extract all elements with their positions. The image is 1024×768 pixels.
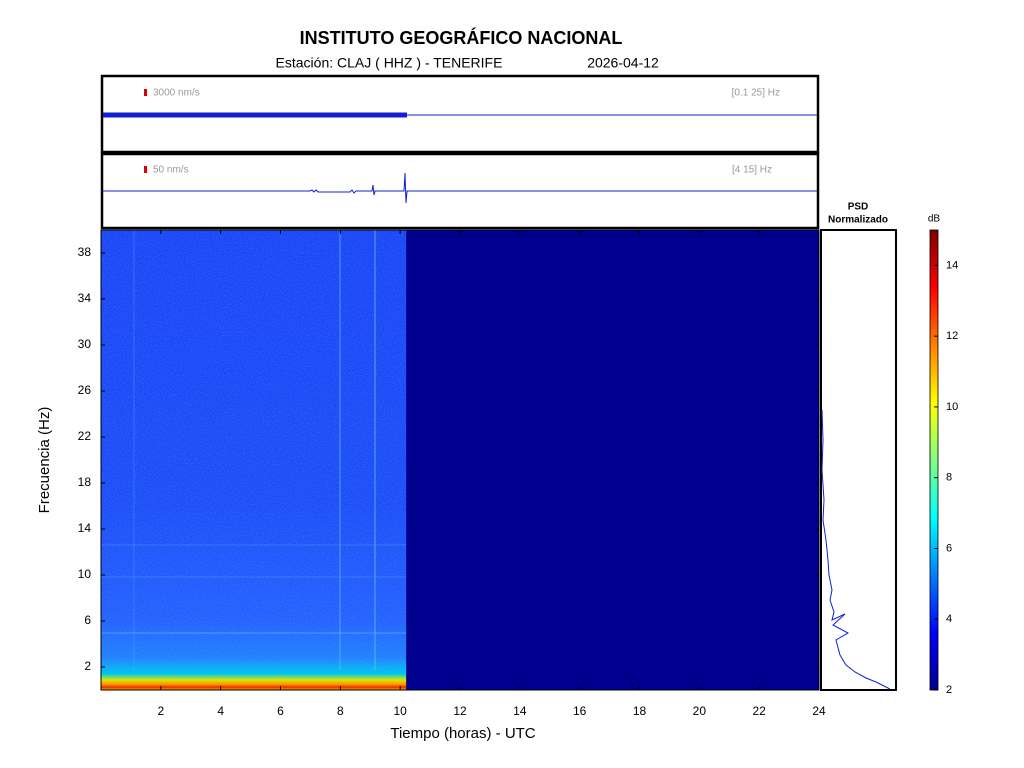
psd-curve xyxy=(821,409,891,690)
x-tick-label: 4 xyxy=(217,704,224,718)
y-tick-label: 14 xyxy=(78,521,92,535)
colorbar xyxy=(929,229,939,691)
trace-scale-label: 3000 nm/s xyxy=(153,88,200,99)
x-tick-label: 18 xyxy=(633,704,647,718)
title: INSTITUTO GEOGRÁFICO NACIONAL xyxy=(300,27,623,48)
y-tick-label: 2 xyxy=(84,659,91,673)
station-label: Estación: CLAJ ( HHZ ) - TENERIFE xyxy=(276,55,503,71)
y-tick-label: 6 xyxy=(84,613,91,627)
y-tick-label: 30 xyxy=(78,337,92,351)
y-tick-label: 22 xyxy=(78,429,92,443)
colorbar-tick-label: 12 xyxy=(946,330,958,342)
scale-bar xyxy=(144,166,147,173)
x-tick-label: 20 xyxy=(693,704,707,718)
x-axis-label: Tiempo (horas) - UTC xyxy=(390,725,535,742)
x-tick-label: 8 xyxy=(337,704,344,718)
trace-scale-label: 50 nm/s xyxy=(153,165,189,176)
y-axis-label: Frecuencia (Hz) xyxy=(36,407,53,514)
trace-line xyxy=(103,172,817,204)
trace-signal xyxy=(103,112,407,118)
y-tick-label: 26 xyxy=(78,383,92,397)
trace-band-label: [4 15] Hz xyxy=(732,165,772,176)
y-tick-label: 34 xyxy=(78,291,92,305)
colorbar-tick-label: 10 xyxy=(946,401,958,413)
x-tick-label: 10 xyxy=(393,704,407,718)
colorbar-tick-label: 8 xyxy=(946,472,952,484)
colorbar-tick-label: 4 xyxy=(946,613,952,625)
spectrogram-texture xyxy=(101,230,407,670)
colorbar-label: dB xyxy=(928,214,941,225)
x-tick-label: 6 xyxy=(277,704,284,718)
psd-subtitle: Normalizado xyxy=(828,215,888,226)
psd-title: PSD xyxy=(848,202,869,213)
y-tick-label: 18 xyxy=(78,475,92,489)
x-tick-label: 22 xyxy=(752,704,766,718)
colorbar-tick-label: 6 xyxy=(946,542,952,554)
x-tick-label: 14 xyxy=(513,704,527,718)
scale-bar xyxy=(144,89,147,96)
colorbar-tick-label: 2 xyxy=(946,684,952,696)
trace-band-label: [0.1 25] Hz xyxy=(732,88,780,99)
y-tick-label: 38 xyxy=(78,245,92,259)
x-tick-label: 16 xyxy=(573,704,587,718)
x-tick-label: 12 xyxy=(453,704,467,718)
colorbar-tick-label: 14 xyxy=(946,259,958,271)
date: 2026-04-12 xyxy=(587,55,659,71)
y-tick-label: 10 xyxy=(78,567,92,581)
x-tick-label: 2 xyxy=(157,704,164,718)
x-tick-label: 24 xyxy=(812,704,826,718)
psd-panel xyxy=(820,229,897,691)
